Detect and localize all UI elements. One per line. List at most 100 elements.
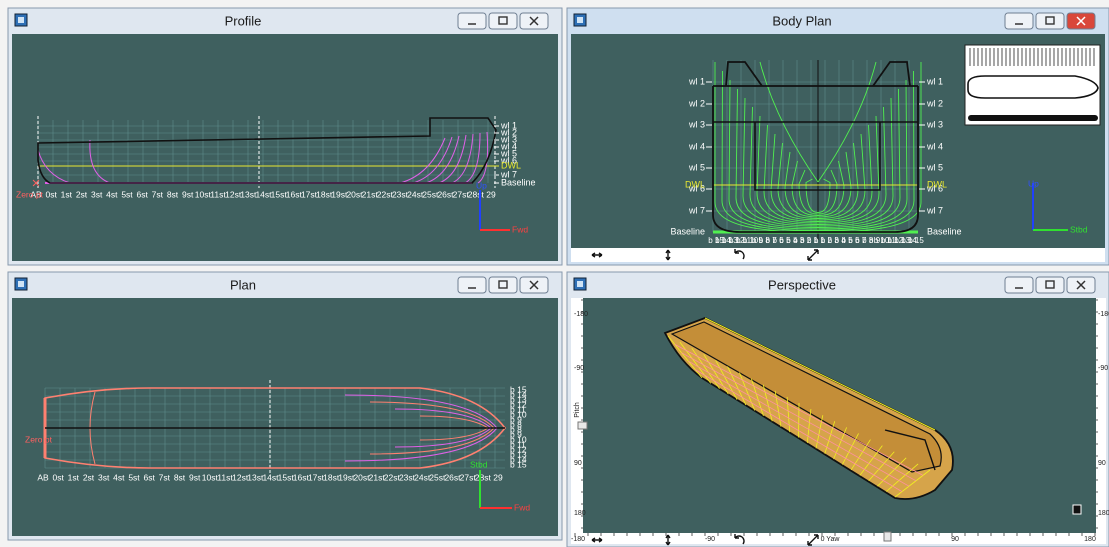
station-label: 20st (353, 472, 370, 482)
station-label: 29 (493, 472, 503, 482)
waterline-label: wl 5 (688, 162, 705, 172)
close-glyph (1076, 280, 1086, 290)
station-curve (89, 139, 111, 184)
waterline-label: wl 7 (688, 205, 705, 215)
close-glyph (529, 16, 539, 26)
buttock-label: b 7 (766, 236, 778, 245)
station-line (859, 445, 883, 476)
maximize-glyph (1045, 16, 1055, 25)
buttock-label: b 9 (869, 236, 881, 245)
station-label: AB (37, 472, 49, 482)
buttock-label: b 1 (807, 236, 819, 245)
buttock-label: b 2 (821, 236, 833, 245)
yaw-slider[interactable] (883, 531, 892, 542)
station-label: 6st (136, 189, 148, 199)
minimize-button[interactable] (457, 12, 487, 30)
section-curve (817, 124, 873, 222)
station-line (868, 451, 895, 482)
pitch-ruler (1096, 298, 1106, 533)
section-curve (728, 79, 819, 230)
ruler-label: Pitch (574, 402, 581, 418)
section-curve (791, 160, 819, 216)
yaw-ruler (571, 533, 1106, 544)
maximize-button[interactable] (1035, 12, 1065, 30)
buttock-label: b 4 (835, 236, 847, 245)
buttock-label: b 12 (729, 236, 745, 245)
section-curve (817, 106, 887, 225)
station-label: 25st (429, 472, 446, 482)
window-title: Body Plan (772, 13, 831, 28)
waterline-label: wl 3 (688, 119, 705, 129)
dwl-label: DWL (501, 160, 521, 170)
station-line (727, 366, 747, 406)
window-icon-inner (577, 281, 583, 287)
station-label: 9st (189, 472, 201, 482)
station-label: 19st (338, 472, 355, 482)
station-label: 18st (323, 472, 340, 482)
maximize-button[interactable] (488, 12, 518, 30)
station-label: 11st (210, 189, 226, 199)
axis-label: Fwd (512, 224, 528, 234)
minimize-button[interactable] (1004, 276, 1034, 294)
station-label: 1st (68, 472, 80, 482)
station-label: 20st (346, 189, 363, 199)
minimize-button[interactable] (1004, 12, 1034, 30)
maximize-button[interactable] (1035, 276, 1065, 294)
waterline-label: wl 1 (926, 76, 943, 86)
station-label: 3st (98, 472, 110, 482)
buttock-label: b 10 (510, 409, 527, 419)
zoom-tool (807, 249, 819, 261)
station-curve (37, 149, 71, 184)
station-label: 7st (152, 189, 164, 199)
buttock-label: b 8 (759, 236, 771, 245)
station-curve (412, 136, 453, 184)
station-label: 0st (52, 472, 64, 482)
station-label: 10st (202, 472, 219, 482)
buttock-label: b 13 (510, 394, 527, 404)
buttock-label: b 7 (855, 236, 867, 245)
waterline-label: wl 5 (926, 162, 943, 172)
buttock-label: b 10 (874, 236, 890, 245)
waterline-label: wl 4 (500, 141, 517, 151)
station-label: 13st (247, 472, 264, 482)
station-line (842, 433, 859, 465)
minimize-button[interactable] (457, 276, 487, 294)
maximize-button[interactable] (488, 276, 518, 294)
section-curve (817, 88, 901, 228)
buttock-label: b 11 (510, 404, 526, 414)
station-label: 23st (392, 189, 409, 199)
buttock-label: b 11 (510, 439, 526, 449)
maximize-glyph (1045, 280, 1055, 289)
station-curve (399, 137, 446, 184)
buttock-label: b 14 (715, 236, 731, 245)
axis-label: Up (1028, 178, 1039, 188)
buttock-label: b 15 (708, 236, 724, 245)
section-curve (798, 169, 819, 215)
buttock-label: b 6 (773, 236, 785, 245)
maximize-glyph (498, 280, 508, 289)
station-label: 6st (143, 472, 155, 482)
station-label: 18st (316, 189, 333, 199)
axis-label: Stbd (1070, 224, 1088, 234)
forecastle (884, 429, 936, 471)
buttock-label: b 15 (510, 384, 527, 394)
window-title: Plan (230, 277, 256, 292)
rotate-tool (734, 534, 745, 545)
section-curve (721, 70, 819, 231)
axis-label: Fwd (514, 502, 530, 512)
section-curve (817, 70, 915, 231)
station-line (885, 463, 919, 492)
waterline (681, 352, 917, 482)
waterline-label: wl 6 (926, 183, 943, 193)
ruler-label: -90 (574, 365, 584, 372)
station-line (833, 427, 848, 460)
section-curve (817, 61, 877, 183)
waterline-label: wl 6 (688, 183, 705, 193)
waterline-label: wl 1 (688, 76, 705, 86)
zero-mark (32, 179, 40, 187)
pitch-slider[interactable] (577, 421, 588, 430)
vertical-pan-tool (665, 534, 671, 546)
station-label: 22st (384, 472, 401, 482)
section-curve (749, 106, 819, 225)
